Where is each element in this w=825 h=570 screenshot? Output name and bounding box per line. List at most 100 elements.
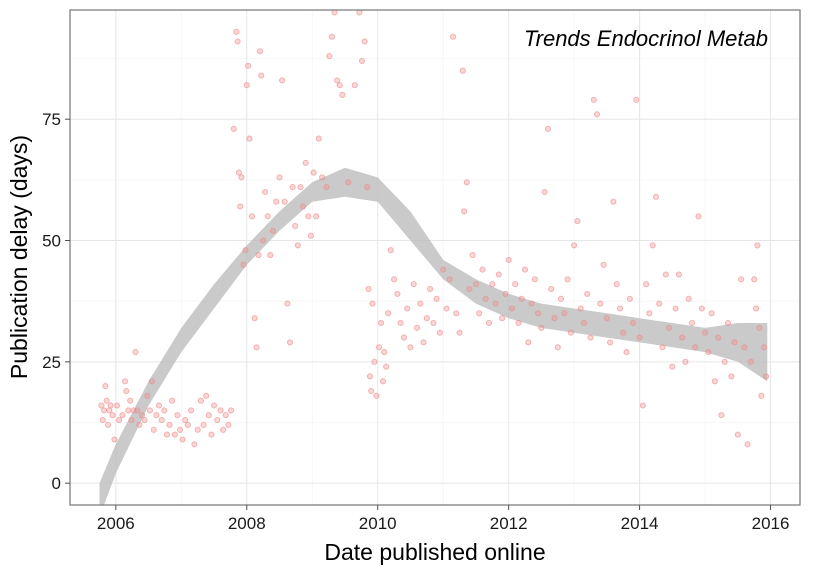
data-point (381, 349, 388, 356)
data-point (123, 387, 130, 395)
data-point (679, 334, 686, 341)
data-point (225, 421, 232, 428)
data-point (656, 300, 663, 307)
data-point (728, 373, 735, 380)
data-point (111, 436, 118, 443)
data-point (366, 373, 373, 380)
data-point (361, 38, 368, 45)
data-point (705, 349, 712, 356)
data-point (237, 203, 244, 210)
data-point (234, 38, 241, 45)
data-point (456, 329, 463, 336)
data-point (176, 426, 184, 433)
data-point (688, 319, 696, 327)
data-point (228, 407, 235, 414)
data-point (535, 310, 542, 317)
data-point (724, 319, 732, 327)
data-point (326, 53, 333, 60)
data-point (158, 417, 165, 424)
data-point (182, 417, 189, 424)
data-point (313, 213, 320, 220)
data-point (391, 276, 398, 283)
data-point (404, 305, 411, 312)
data-point (307, 232, 314, 239)
data-point (695, 213, 702, 220)
data-point (315, 135, 322, 142)
data-point (146, 407, 153, 414)
data-point (243, 82, 250, 89)
data-point (482, 295, 489, 302)
y-tick-label: 75 (42, 110, 61, 129)
data-point (331, 10, 338, 16)
data-point (525, 339, 532, 346)
data-point (220, 426, 227, 433)
data-point (251, 315, 258, 322)
data-point (194, 426, 201, 433)
data-point (394, 290, 401, 297)
data-point (738, 276, 745, 283)
data-point (440, 266, 447, 273)
data-point (652, 193, 660, 200)
data-point (208, 431, 215, 438)
data-point (379, 378, 387, 385)
data-point (188, 407, 195, 414)
data-point (171, 431, 178, 438)
data-point (100, 407, 108, 414)
data-point (289, 184, 296, 191)
data-point (273, 198, 280, 205)
data-point (623, 349, 630, 356)
data-point (153, 412, 160, 419)
data-point (269, 227, 277, 234)
data-point (387, 247, 394, 254)
data-point (616, 305, 624, 312)
data-point (161, 407, 168, 414)
data-point (760, 344, 768, 351)
data-point (230, 125, 237, 132)
data-point (127, 397, 134, 404)
data-point (383, 363, 390, 370)
smooth-band-layer (99, 167, 768, 505)
data-point (620, 329, 627, 336)
data-point (369, 300, 376, 307)
data-point (636, 334, 643, 341)
data-point (375, 344, 383, 351)
data-point (132, 349, 139, 356)
data-point (633, 96, 640, 103)
data-point (557, 295, 565, 302)
data-point (544, 125, 551, 132)
x-axis-title: Date published online (324, 539, 545, 565)
y-tick-label: 0 (52, 474, 61, 493)
data-point (373, 392, 380, 399)
data-point (256, 48, 263, 55)
data-point (734, 431, 741, 438)
data-point (125, 407, 132, 414)
data-point (358, 57, 366, 65)
data-point (235, 169, 242, 176)
data-point (260, 237, 267, 244)
data-point (718, 412, 725, 419)
data-point (443, 305, 450, 312)
data-point (698, 305, 705, 312)
data-point (423, 315, 430, 322)
data-point (246, 135, 253, 142)
data-point (368, 387, 375, 395)
data-point (564, 276, 571, 283)
data-point (672, 305, 679, 312)
data-point (121, 378, 129, 385)
data-point (731, 339, 738, 346)
data-point (407, 344, 414, 351)
data-point (580, 319, 587, 327)
data-point (210, 402, 218, 409)
data-point (339, 91, 346, 98)
data-point (351, 82, 358, 89)
data-point (233, 28, 240, 35)
data-point (134, 407, 141, 414)
data-point (554, 344, 561, 351)
data-point (136, 421, 143, 428)
data-point (584, 290, 591, 297)
x-tick-label: 2016 (752, 514, 790, 533)
data-point (479, 266, 486, 273)
data-point (711, 378, 718, 385)
data-point (214, 417, 221, 424)
